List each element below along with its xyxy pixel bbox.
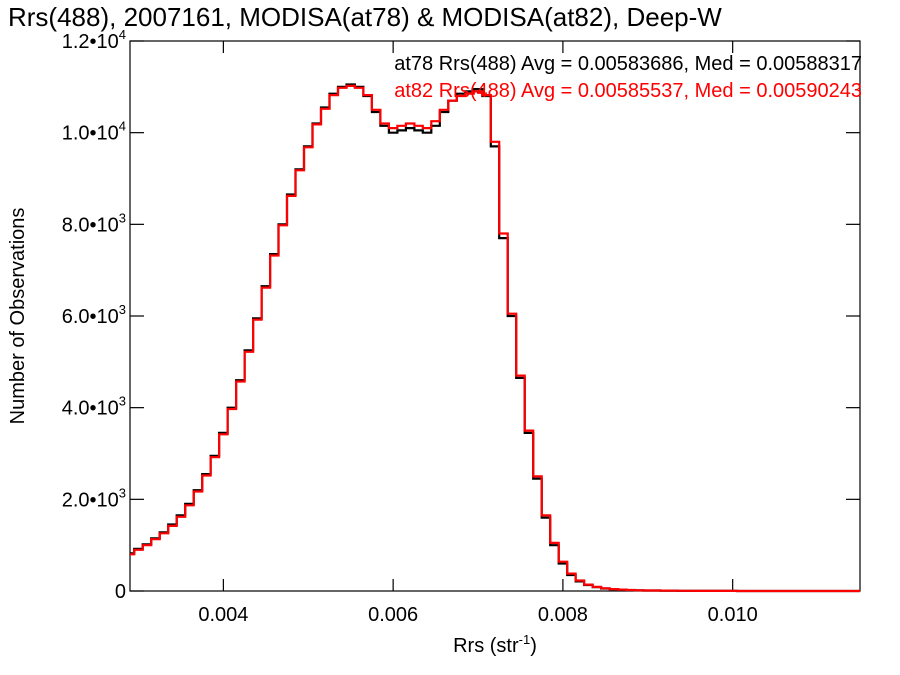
y-tick-label: 1.2•104: [62, 27, 126, 53]
y-tick-exponent: 4: [119, 119, 126, 134]
x-tick-label: 0.008: [538, 604, 588, 626]
y-tick-label: 8.0•103: [62, 210, 126, 236]
y-tick-mantissa: 2.0•10: [62, 489, 119, 511]
y-tick-exponent: 4: [119, 27, 126, 42]
x-tick-label: 0.004: [198, 604, 248, 626]
y-tick-exponent: 3: [119, 302, 126, 317]
y-tick-label: 6.0•103: [62, 302, 126, 328]
x-tick-label: 0.010: [708, 604, 758, 626]
y-tick-label: 0: [115, 581, 126, 603]
y-tick-mantissa: 1.2•10: [62, 31, 119, 53]
series-at78-line: [130, 83, 860, 593]
y-tick-mantissa: 8.0•10: [62, 214, 119, 236]
y-tick-label: 1.0•104: [62, 119, 126, 145]
y-tick-label: 2.0•103: [62, 485, 126, 511]
y-tick-exponent: 3: [119, 485, 126, 500]
y-tick-mantissa: 4.0•10: [62, 398, 119, 420]
legend-entry-at78: at78 Rrs(488) Avg = 0.00583686, Med = 0.…: [394, 53, 862, 75]
series-at82-line: [130, 84, 860, 593]
chart-title: Rrs(488), 2007161, MODISA(at78) & MODISA…: [8, 2, 722, 32]
y-tick-mantissa: 0: [115, 581, 126, 603]
x-axis: 0.004 0.006 0.008 0.010: [198, 41, 758, 626]
y-tick-mantissa: 6.0•10: [62, 306, 119, 328]
y-tick-label: 4.0•103: [62, 394, 126, 420]
plot-frame: [129, 40, 861, 592]
x-tick-label: 0.006: [368, 604, 418, 626]
y-tick-exponent: 3: [119, 210, 126, 225]
x-axis-title: Rrs (str-1): [453, 632, 537, 657]
legend-entry-at82: at82 Rrs(488) Avg = 0.00585537, Med = 0.…: [394, 80, 862, 102]
y-tick-mantissa: 1.0•10: [62, 123, 119, 145]
y-axis-title: Number of Observations: [7, 208, 29, 425]
y-axis: 02.0•1034.0•1036.0•1038.0•1031.0•1041.2•…: [62, 27, 860, 603]
y-tick-exponent: 3: [119, 394, 126, 409]
series-layer: [130, 83, 860, 593]
